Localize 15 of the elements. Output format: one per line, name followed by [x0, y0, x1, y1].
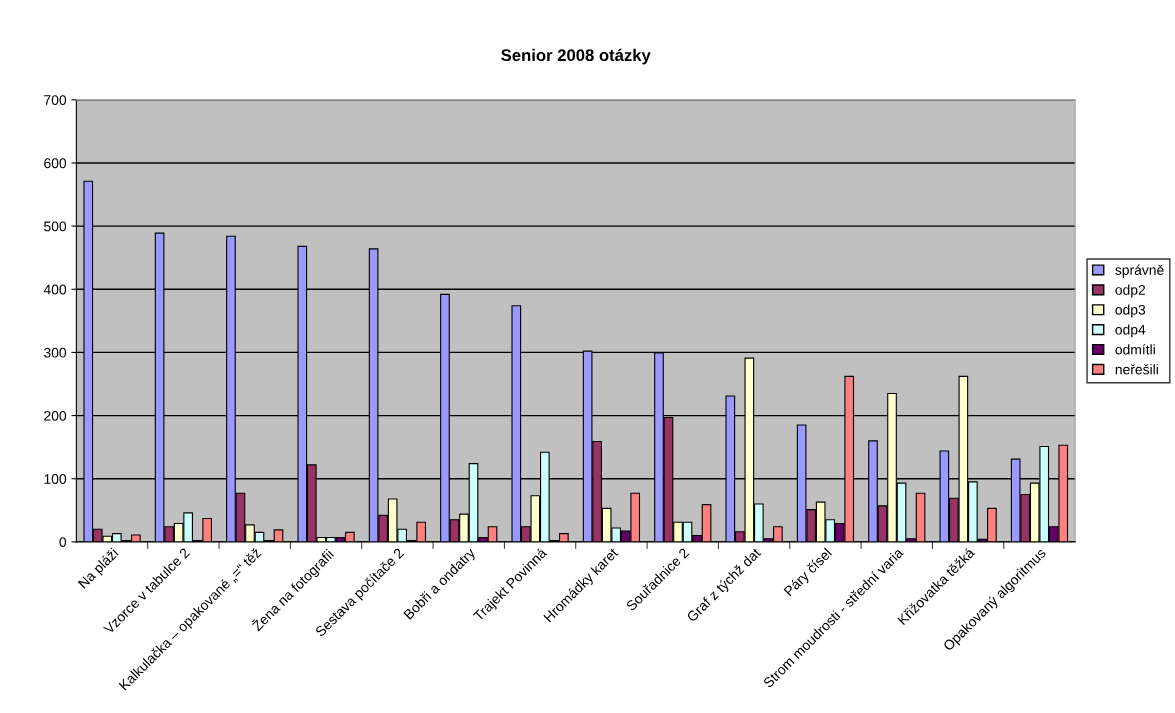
- y-tick-label: 400: [43, 284, 67, 295]
- y-tick-label: 500: [44, 221, 67, 232]
- legend-label: neřešili: [1115, 364, 1158, 375]
- chart-title: Senior 2008 otázky: [501, 48, 651, 65]
- legend-label: správně: [1115, 264, 1164, 278]
- y-tick-label: 200: [44, 410, 67, 421]
- legend-label: odp2: [1115, 284, 1146, 298]
- legend-label: odmítli: [1115, 344, 1155, 355]
- y-tick-label: 700: [44, 95, 67, 105]
- y-tick-label: 300: [44, 347, 67, 358]
- y-tick-label: 600: [44, 158, 67, 169]
- y-tick-label: 0: [59, 537, 67, 548]
- legend-label: odp4: [1115, 324, 1146, 338]
- y-tick-label: 100: [44, 474, 67, 484]
- legend-label: odp3: [1115, 304, 1146, 318]
